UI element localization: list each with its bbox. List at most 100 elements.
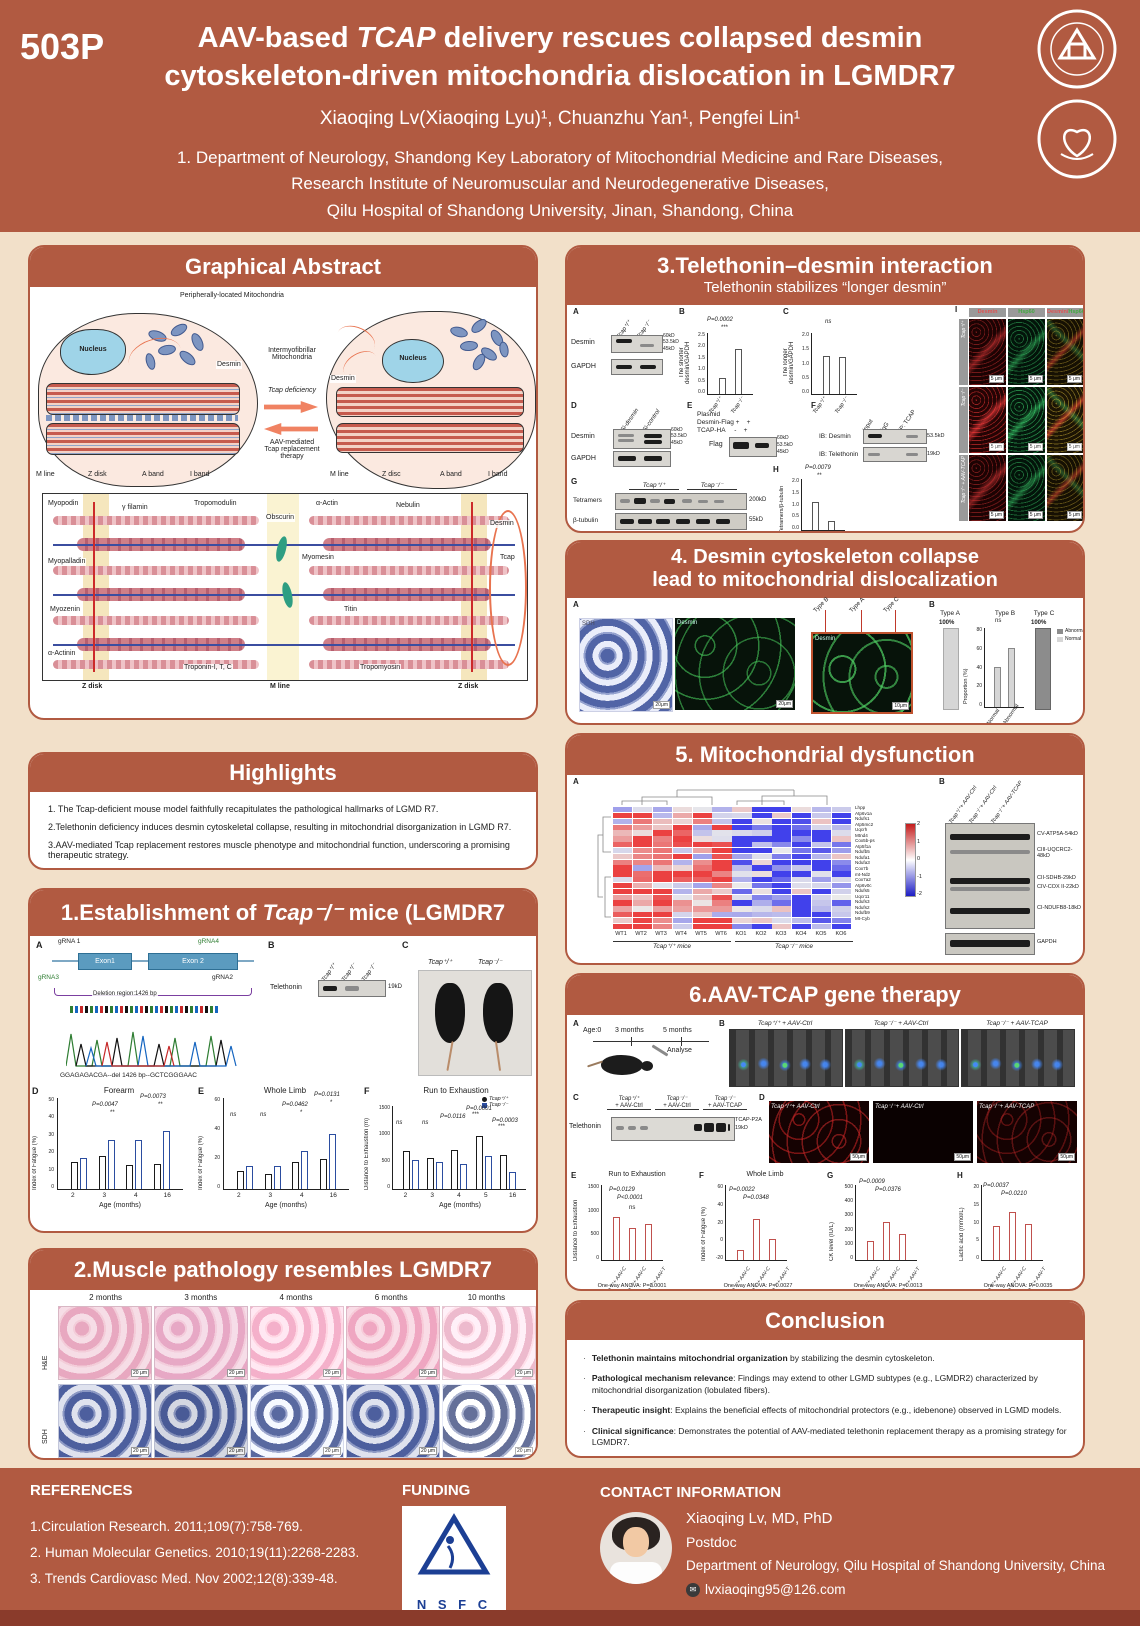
- heatmap-cell: [811, 830, 832, 836]
- ytick-item: 10: [973, 1219, 979, 1226]
- sarc-aactin: α-Actin: [315, 500, 339, 508]
- heatmap-cell: [811, 836, 832, 842]
- heatmap-cell: [632, 853, 653, 859]
- ytick-item: 20: [214, 1155, 220, 1161]
- section3-header: 3.Telethonin–desmin interaction Telethon…: [567, 247, 1083, 305]
- s6f-chart: [725, 1185, 787, 1261]
- section4-title1: 4. Desmin cytoskeleton collapse: [671, 546, 979, 568]
- arrow-right-label: Tcap deficiency: [268, 387, 316, 394]
- heatmap-cell: [613, 900, 633, 906]
- heatmap-cell: [712, 859, 732, 865]
- s1b-blot: [318, 980, 386, 997]
- s6c-lane1b: + AAV-Ctrl: [607, 1103, 651, 1110]
- heatmap-cell: [772, 807, 792, 813]
- gene-item: Ndufa3: [855, 860, 870, 866]
- s3f-blot1: [863, 429, 927, 444]
- heatmap-cell: [672, 812, 692, 819]
- s6b-lane2: Tcap⁻/⁻ + AAV-Ctrl: [873, 1020, 929, 1027]
- ytick-item: 0.0: [802, 389, 809, 395]
- bar: [80, 1158, 88, 1189]
- heatmap-cell: [672, 882, 692, 889]
- bar-group: [264, 1098, 281, 1189]
- s3h-ylabel: Tetramers/β-tubulin: [779, 485, 785, 533]
- s3a-row1: Desmin: [571, 339, 595, 346]
- references-title: REFERENCES: [30, 1482, 133, 1499]
- s3g-label: G: [571, 477, 578, 486]
- heatmap-cell: [732, 865, 752, 871]
- s1d-ylabel: Index of Fatigue (%): [32, 1135, 38, 1190]
- bar: [436, 1161, 444, 1189]
- heatmap-cell: [772, 824, 792, 830]
- heatmap-cell: [752, 818, 772, 824]
- heatmap-cell: [652, 871, 673, 877]
- bar: [328, 1134, 336, 1189]
- nucleus-left-label: Nucleus: [79, 346, 107, 353]
- institute-logo: [1036, 98, 1118, 185]
- s6-anova0: One-way ANOVA: P=0.0001: [597, 1283, 667, 1289]
- heatmap-cell: [732, 888, 752, 894]
- s5b-band2: CII-SDHB-29kD: [1037, 875, 1076, 881]
- exon2-box: Exon 2: [148, 953, 238, 970]
- s3d-blot1: [613, 429, 671, 449]
- s4b-barC: [1035, 628, 1051, 710]
- bar: [71, 1161, 79, 1189]
- hmcol-item: WT2: [635, 931, 647, 937]
- heatmap-cell: [791, 900, 812, 906]
- section5-body: A Lhpp Atp6v1a Ndufs1 Atp5mc2 Uqcrh Mtnd4 Cox5…: [567, 775, 1083, 963]
- bar: [427, 1158, 435, 1189]
- s4b-pctC: 100%: [1031, 620, 1047, 626]
- heatmap-cell: [752, 824, 772, 830]
- ytick-item: 2.0: [792, 478, 799, 484]
- s6a-analyse: Analyse: [667, 1047, 692, 1054]
- s1d-p2: P=0.0073: [140, 1094, 166, 1100]
- s3f-label: F: [811, 401, 816, 410]
- s3e-label: E: [687, 401, 693, 410]
- heatmap-cell: [613, 830, 633, 836]
- s3i-row3-strip: Tcap⁻/⁻ + AAV-TCAP: [959, 455, 968, 521]
- heatmap-cell: [732, 912, 752, 918]
- bar-group: [153, 1098, 170, 1189]
- nucleus-right-label: Nucleus: [399, 355, 427, 362]
- heatmap-cell: [772, 853, 792, 859]
- s3a-m2: 53.5kD: [663, 339, 679, 345]
- heatmap-cell: [712, 853, 732, 859]
- ko-group-label: Tcap⁻/⁻ mice: [735, 941, 853, 950]
- bar: [883, 1221, 890, 1260]
- sdh-3months: 20 μm: [154, 1384, 248, 1458]
- bar: [403, 1151, 411, 1189]
- heatmap-cell: [831, 888, 851, 894]
- heatmap-cell: [632, 836, 653, 842]
- s4-typeB-label: Type B: [812, 596, 831, 614]
- heatmap-cell: [732, 847, 752, 854]
- s2col-item: 6 months: [374, 1293, 408, 1302]
- section1-title-gene: Tcap⁻/⁻: [262, 900, 343, 925]
- bar-group: [812, 479, 820, 530]
- heatmap-cell: [632, 894, 653, 900]
- s3h-p: P=0.0079: [805, 465, 831, 471]
- s3f-r2: IB: Telethonin: [819, 451, 859, 458]
- s1d-xlabel: Age (months): [98, 1202, 142, 1209]
- gene-item: Uqcrh: [855, 827, 868, 833]
- ytick-item: 0: [976, 1255, 979, 1261]
- ytick-item: 0: [51, 1183, 54, 1190]
- hmcol-item: WT5: [695, 931, 707, 937]
- heatmap-cell: [652, 888, 673, 894]
- s6g-label: G: [827, 1171, 834, 1180]
- gene-item: Uqcr11: [855, 893, 870, 899]
- bar: [162, 1130, 170, 1189]
- s4b-barA: [943, 628, 959, 710]
- s6f-title: Whole Limb: [746, 1171, 784, 1178]
- s6d-label: D: [759, 1093, 765, 1102]
- s4b-label: B: [929, 600, 935, 609]
- panel-d-label: D: [32, 1086, 39, 1096]
- heatmap-cell: [791, 923, 812, 929]
- s3c-yticks: 2.0 1.5 1.0 0.5 0.0: [799, 333, 809, 395]
- s3f-k2: 19kD: [927, 451, 940, 457]
- grna2-label: gRNA2: [212, 974, 233, 981]
- s6a-label: A: [573, 1019, 579, 1028]
- sarc-tropomyosin: Tropomyosin: [359, 664, 402, 672]
- xtick-item: 2: [70, 1192, 75, 1199]
- s4b-legend: Abnormal Normal: [1057, 628, 1083, 642]
- heatmap-cell: [652, 847, 673, 854]
- s3d-blot2: [613, 451, 671, 467]
